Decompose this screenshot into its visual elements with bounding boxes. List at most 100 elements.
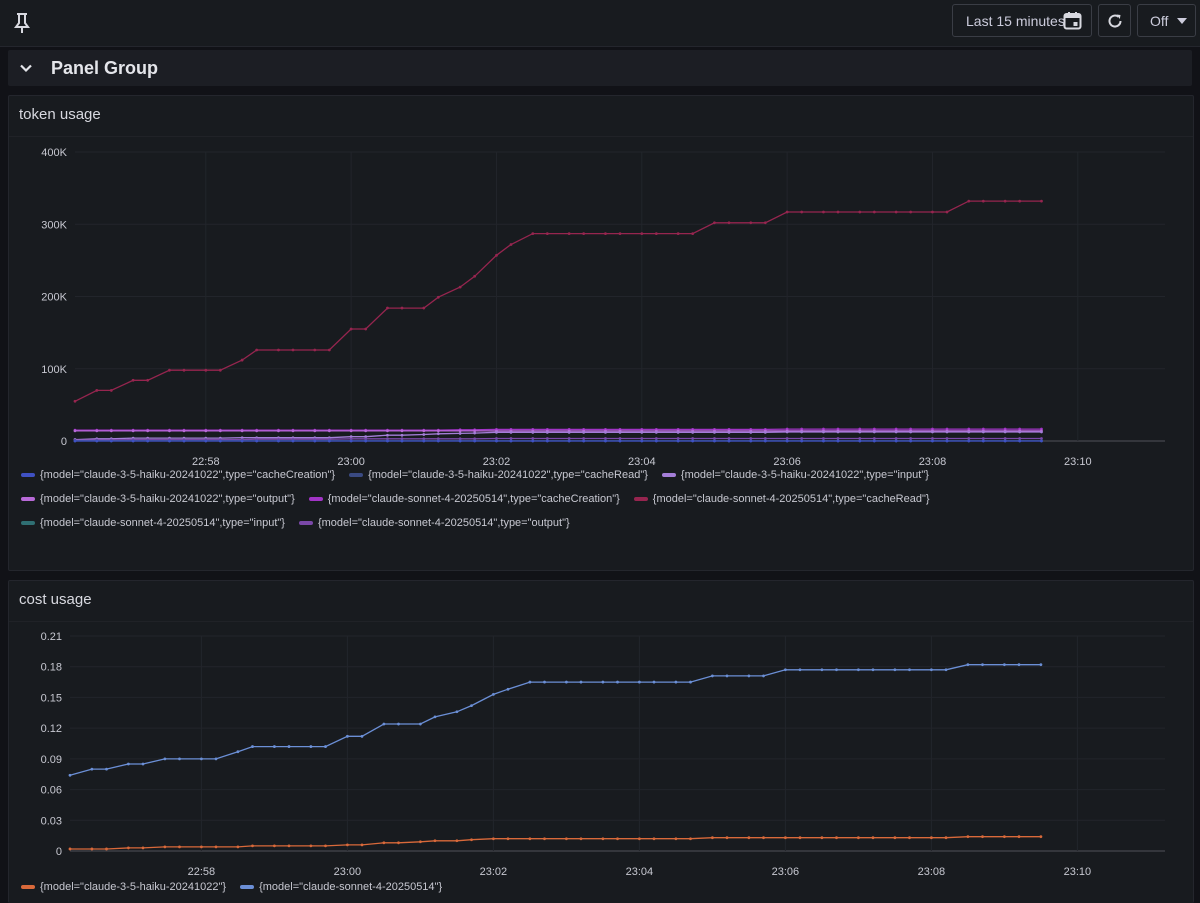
data-point[interactable] (579, 680, 583, 684)
data-point[interactable] (509, 243, 513, 246)
data-point[interactable] (1003, 663, 1006, 667)
data-point[interactable] (835, 836, 838, 840)
data-point[interactable] (473, 431, 477, 435)
data-point[interactable] (1018, 437, 1022, 440)
data-point[interactable] (251, 745, 254, 748)
data-point[interactable] (178, 845, 181, 849)
data-point[interactable] (528, 680, 532, 684)
data-point[interactable] (168, 368, 171, 372)
data-point[interactable] (458, 285, 462, 289)
data-point[interactable] (676, 430, 680, 434)
data-point[interactable] (616, 837, 619, 841)
data-point[interactable] (309, 844, 313, 848)
data-point[interactable] (872, 210, 876, 214)
data-point[interactable] (218, 368, 222, 372)
data-point[interactable] (422, 306, 426, 310)
data-point[interactable] (654, 439, 658, 443)
data-point[interactable] (691, 232, 695, 236)
data-point[interactable] (981, 835, 984, 839)
data-point[interactable] (458, 432, 462, 435)
data-point[interactable] (204, 429, 208, 433)
data-point[interactable] (1039, 663, 1043, 667)
data-point[interactable] (495, 430, 498, 434)
data-point[interactable] (727, 430, 731, 434)
time-range-picker[interactable]: Last 15 minutes (952, 4, 1092, 37)
data-point[interactable] (200, 845, 203, 849)
legend-item[interactable]: {model="claude-sonnet-4-20250514",type="… (633, 493, 930, 505)
data-point[interactable] (909, 437, 913, 440)
data-point[interactable] (141, 762, 145, 766)
data-point[interactable] (455, 839, 459, 843)
data-point[interactable] (182, 439, 186, 443)
data-point[interactable] (1003, 439, 1007, 443)
data-point[interactable] (565, 837, 568, 841)
data-point[interactable] (674, 680, 678, 684)
data-point[interactable] (400, 439, 404, 443)
data-point[interactable] (981, 199, 985, 203)
data-point[interactable] (820, 836, 824, 840)
data-point[interactable] (822, 437, 825, 440)
legend-item[interactable]: {model="claude-3-5-haiku-20241022"} (21, 881, 226, 893)
data-point[interactable] (872, 439, 876, 443)
data-point[interactable] (908, 668, 911, 672)
data-point[interactable] (618, 439, 622, 443)
data-point[interactable] (1017, 835, 1021, 839)
panel-group-row[interactable]: Panel Group (8, 50, 1192, 86)
data-point[interactable] (601, 680, 605, 684)
data-point[interactable] (966, 663, 970, 667)
data-point[interactable] (981, 663, 984, 667)
data-point[interactable] (455, 710, 459, 714)
data-point[interactable] (836, 439, 840, 443)
legend-item[interactable]: {model="claude-sonnet-4-20250514"} (240, 881, 442, 893)
data-point[interactable] (95, 429, 99, 433)
data-point[interactable] (725, 836, 729, 840)
data-point[interactable] (691, 430, 695, 434)
data-point[interactable] (349, 439, 353, 443)
data-point[interactable] (309, 745, 313, 748)
data-point[interactable] (820, 668, 824, 672)
data-point[interactable] (531, 439, 535, 443)
data-point[interactable] (893, 668, 897, 672)
data-point[interactable] (200, 757, 203, 761)
data-point[interactable] (713, 430, 716, 434)
data-point[interactable] (727, 221, 731, 225)
data-point[interactable] (313, 439, 317, 443)
data-point[interactable] (109, 439, 113, 443)
data-point[interactable] (400, 306, 404, 310)
data-point[interactable] (397, 722, 400, 726)
data-point[interactable] (492, 837, 495, 841)
data-point[interactable] (1018, 430, 1022, 434)
data-point[interactable] (204, 439, 208, 443)
cost-usage-chart[interactable]: 0 0.03 0.06 0.09 0.12 0.15 0.18 0.21 22:58 23:00 2… (9, 581, 1195, 881)
data-point[interactable] (981, 439, 985, 443)
data-point[interactable] (835, 668, 838, 672)
series-line[interactable] (70, 836, 1041, 850)
data-point[interactable] (713, 439, 716, 443)
data-point[interactable] (822, 210, 825, 214)
legend-item[interactable]: {model="claude-sonnet-4-20250514",type="… (298, 517, 570, 529)
data-point[interactable] (981, 430, 985, 434)
data-point[interactable] (277, 348, 280, 352)
data-point[interactable] (105, 767, 108, 771)
data-point[interactable] (945, 437, 949, 440)
data-point[interactable] (327, 429, 331, 433)
data-point[interactable] (618, 430, 622, 434)
data-point[interactable] (711, 674, 714, 678)
data-point[interactable] (422, 439, 426, 443)
data-point[interactable] (109, 429, 113, 433)
data-point[interactable] (931, 439, 934, 443)
data-point[interactable] (784, 668, 787, 672)
data-point[interactable] (967, 437, 971, 440)
data-point[interactable] (785, 210, 789, 214)
data-point[interactable] (763, 437, 767, 440)
data-point[interactable] (422, 433, 426, 436)
data-point[interactable] (579, 837, 583, 841)
data-point[interactable] (433, 715, 437, 719)
data-point[interactable] (567, 430, 571, 434)
data-point[interactable] (545, 437, 549, 440)
data-point[interactable] (109, 389, 113, 392)
data-point[interactable] (386, 429, 389, 433)
data-point[interactable] (691, 437, 695, 440)
data-point[interactable] (871, 668, 875, 672)
data-point[interactable] (567, 439, 571, 443)
